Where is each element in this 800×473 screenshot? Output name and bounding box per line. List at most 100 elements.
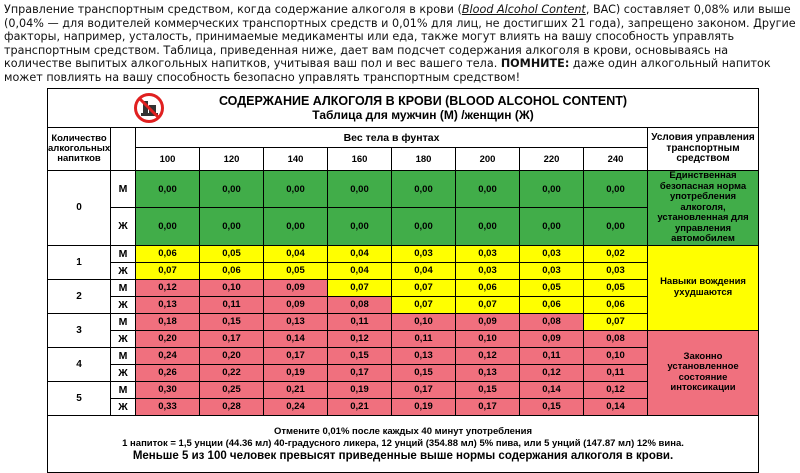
bac-cell: 0,11	[519, 346, 584, 365]
title-cell: СОДЕРЖАНИЕ АЛКОГОЛЯ В КРОВИ (BLOOD ALCOH…	[46, 88, 760, 128]
data-row: 5 М 0,30 0,25 0,21 0,19 0,17 0,15 0,14 0,12	[47, 380, 759, 416]
bac-cell: 0,12	[519, 363, 584, 382]
table-subtitle: Таблица для мужчин (М) /женщин (Ж)	[312, 108, 534, 122]
bac-cell: 0,00	[327, 169, 392, 209]
data-row: 1 М 0,06 0,05 0,04 0,04 0,03 0,03 0,03 0,02 Навыки…	[47, 244, 760, 331]
drinks-count: 4	[47, 346, 111, 382]
condition: Законно установленное состояние интоксик…	[646, 329, 760, 416]
bac-cell: 0,09	[263, 278, 328, 297]
data-row: 2 М 0,12 0,10 0,09 0,07 0,07 0,06 0,05 0,05	[47, 278, 759, 314]
bac-cell: 0,26	[135, 363, 200, 382]
bac-cell: 0,25	[199, 380, 264, 399]
bac-cell: 0,14	[583, 397, 648, 416]
sex-label: М	[110, 169, 136, 209]
bac-cell: 0,00	[327, 207, 392, 246]
bac-cell: 0,03	[519, 261, 584, 280]
bac-cell: 0,12	[327, 329, 392, 348]
footer-cell: Отмените 0,01% после каждых 40 минут упо…	[46, 414, 760, 473]
bac-cell: 0,03	[519, 244, 584, 263]
bac-cell: 0,24	[263, 397, 328, 416]
sex-label: Ж	[110, 329, 136, 348]
sex-label: Ж	[110, 207, 136, 246]
drinks-count: 5	[47, 380, 111, 416]
bac-cell: 0,08	[519, 312, 584, 331]
bac-cell: 0,17	[391, 380, 456, 399]
bac-cell: 0,03	[391, 244, 456, 263]
bac-table: СОДЕРЖАНИЕ АЛКОГОЛЯ В КРОВИ (BLOOD ALCOH…	[46, 88, 760, 473]
sex-label: М	[110, 244, 136, 263]
bac-cell: 0,24	[135, 346, 200, 365]
bac-cell: 0,19	[327, 380, 392, 399]
bac-cell: 0,00	[263, 207, 328, 246]
data-row: 0 М 0,00 0,00 0,00 0,00 0,00 0,00 0,00 0,00 Единст…	[47, 169, 760, 246]
bac-cell: 0,13	[263, 312, 328, 331]
sex-label: М	[110, 380, 136, 399]
bac-cell: 0,12	[135, 278, 200, 297]
bac-cell: 0,10	[391, 312, 456, 331]
drinks-count: 0	[47, 170, 111, 246]
table-title: СОДЕРЖАНИЕ АЛКОГОЛЯ В КРОВИ (BLOOD ALCOH…	[218, 94, 628, 108]
footer-row: Отмените 0,01% после каждых 40 минут упо…	[46, 414, 760, 473]
bac-cell: 0,28	[199, 397, 264, 416]
bac-cell: 0,05	[263, 261, 328, 280]
weight-label: 120	[199, 147, 264, 171]
data-row: Ж 0,33 0,28 0,24 0,21 0,19 0,17 0,15 0,14	[48, 397, 759, 416]
bac-cell: 0,00	[519, 207, 584, 246]
bac-cell: 0,00	[135, 207, 200, 246]
bac-cell: 0,17	[263, 346, 328, 365]
bac-cell: 0,06	[583, 295, 648, 314]
bac-cell: 0,18	[135, 312, 200, 331]
bac-cell: 0,15	[455, 380, 520, 399]
bac-cell: 0,04	[391, 261, 456, 280]
bac-cell: 0,10	[583, 346, 648, 365]
bac-cell: 0,30	[135, 380, 200, 399]
bac-cell: 0,06	[135, 244, 200, 263]
bac-cell: 0,14	[519, 380, 584, 399]
sex-label: М	[110, 346, 136, 365]
weight-label: 140	[263, 147, 328, 171]
condition: Навыки вождения ухудшаются	[646, 244, 760, 331]
data-row: Ж 0,20 0,17 0,14 0,12 0,11 0,10 0,09 0,08 Законно…	[48, 329, 760, 416]
sex-label: М	[110, 312, 136, 331]
footer-line: Меньше 5 из 100 человек превысят приведе…	[132, 449, 674, 462]
footer-line: 1 напиток = 1,5 унции (44.36 мл) 40-град…	[122, 437, 684, 449]
bac-cell: 0,00	[391, 169, 456, 209]
bac-cell: 0,00	[583, 207, 648, 246]
bac-cell: 0,15	[391, 363, 456, 382]
bac-cell: 0,13	[455, 363, 520, 382]
bac-cell: 0,15	[327, 346, 392, 365]
bac-cell: 0,05	[199, 244, 264, 263]
bac-cell: 0,13	[135, 295, 200, 314]
bac-cell: 0,07	[583, 312, 648, 331]
intro-text: даже один алкогольный напиток может повл…	[4, 57, 771, 84]
drinks-count: 1	[47, 244, 111, 280]
bac-cell: 0,00	[455, 169, 520, 209]
bac-cell: 0,03	[583, 261, 648, 280]
bac-cell: 0,17	[455, 397, 520, 416]
sex-label: М	[110, 278, 136, 297]
no-drink-icon	[134, 93, 164, 123]
weight-label: 160	[327, 147, 392, 171]
intro-emphasis: Blood Alcohol Content	[461, 3, 586, 16]
drinks-count: 3	[47, 312, 111, 348]
sex-label: Ж	[110, 363, 136, 382]
bac-cell: 0,10	[199, 278, 264, 297]
drinks-header: Количество алкогольных напитков	[47, 127, 111, 171]
bac-cell: 0,07	[391, 295, 456, 314]
bac-cell: 0,03	[455, 244, 520, 263]
bac-cell: 0,07	[391, 278, 456, 297]
bac-cell: 0,00	[199, 207, 264, 246]
sex-label: Ж	[110, 295, 136, 314]
bac-cell: 0,19	[391, 397, 456, 416]
weight-label: 220	[519, 147, 584, 171]
weight-label: 180	[391, 147, 456, 171]
weight-header: Вес тела в фунтах	[135, 127, 648, 148]
bac-cell: 0,05	[583, 278, 648, 297]
data-row: Ж 0,13 0,11 0,09 0,08 0,07 0,07 0,06 0,06	[48, 295, 759, 314]
drinks-count: 2	[47, 278, 111, 314]
bac-cell: 0,11	[391, 329, 456, 348]
condition: Единственная безопасная норма употреблен…	[646, 170, 760, 246]
bac-cell: 0,09	[263, 295, 328, 314]
bac-cell: 0,07	[455, 295, 520, 314]
